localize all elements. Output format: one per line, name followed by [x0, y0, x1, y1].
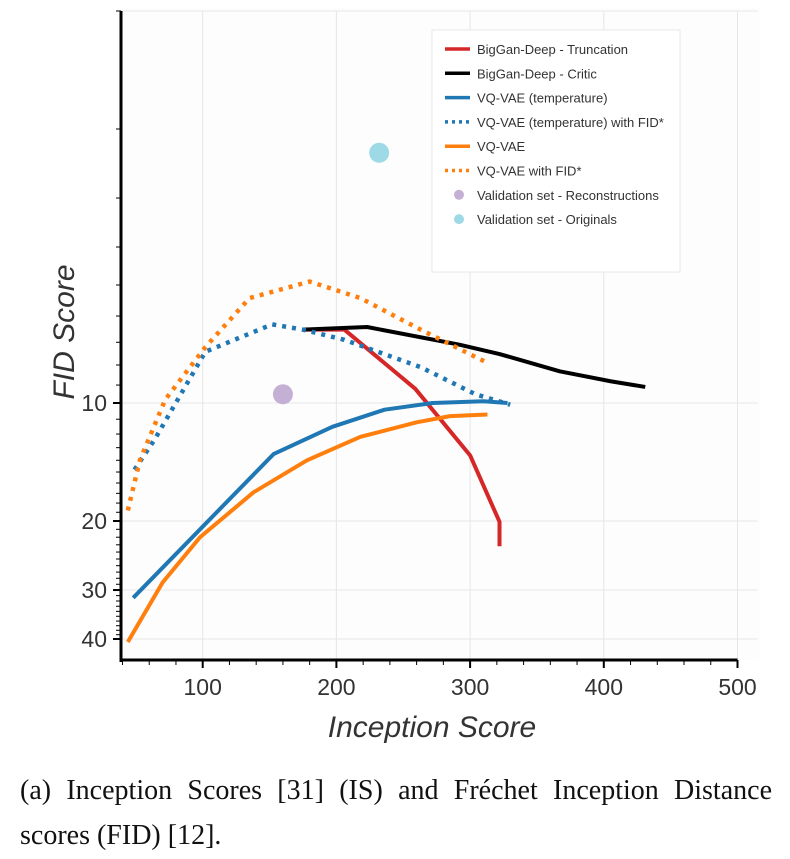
legend-box	[431, 29, 681, 273]
legend-label: Validation set - Originals	[477, 212, 617, 227]
legend-label: Validation set - Reconstructions	[477, 188, 659, 203]
y-axis-title: FID Score	[48, 264, 81, 399]
legend-label: VQ-VAE with FID*	[477, 164, 582, 179]
y-tick-label: 40	[81, 626, 107, 652]
fid-vs-inception-chart: 100 200 300 400 500 10 20 30 40 BigGan-Deep - Tr…	[48, 10, 758, 744]
legend-label: VQ-VAE (temperature) with FID*	[477, 115, 664, 130]
series-line	[126, 412, 488, 643]
data-point	[369, 142, 390, 163]
legend-label: VQ-VAE	[477, 139, 525, 154]
legend-marker	[454, 214, 464, 225]
x-tick-label: 200	[317, 674, 355, 700]
x-tick-label: 500	[718, 674, 756, 700]
legend: BigGan-Deep - Truncation BigGan-Deep - Cr…	[431, 29, 681, 273]
x-tick-label: 400	[585, 674, 623, 700]
x-tick-label: 100	[184, 674, 222, 700]
y-tick-label: 20	[81, 508, 107, 534]
series-line	[132, 322, 511, 471]
y-tick-label: 10	[81, 390, 107, 416]
series-layer	[125, 142, 646, 643]
x-tick-label: 300	[451, 674, 489, 700]
legend-marker	[454, 189, 464, 200]
legend-label: BigGan-Deep - Truncation	[477, 42, 628, 57]
y-tick-label: 30	[81, 577, 107, 603]
legend-label: BigGan-Deep - Critic	[477, 66, 597, 81]
series-line	[131, 399, 508, 600]
series-line	[125, 279, 489, 511]
figure-caption: (a) Inception Scores [31] (IS) and Fréch…	[20, 775, 772, 851]
legend-label: VQ-VAE (temperature)	[477, 91, 608, 106]
x-axis-title: Inception Score	[328, 711, 536, 744]
axes: 100 200 300 400 500 10 20 30 40	[81, 10, 757, 700]
series-line	[302, 325, 646, 389]
data-point	[272, 384, 293, 405]
